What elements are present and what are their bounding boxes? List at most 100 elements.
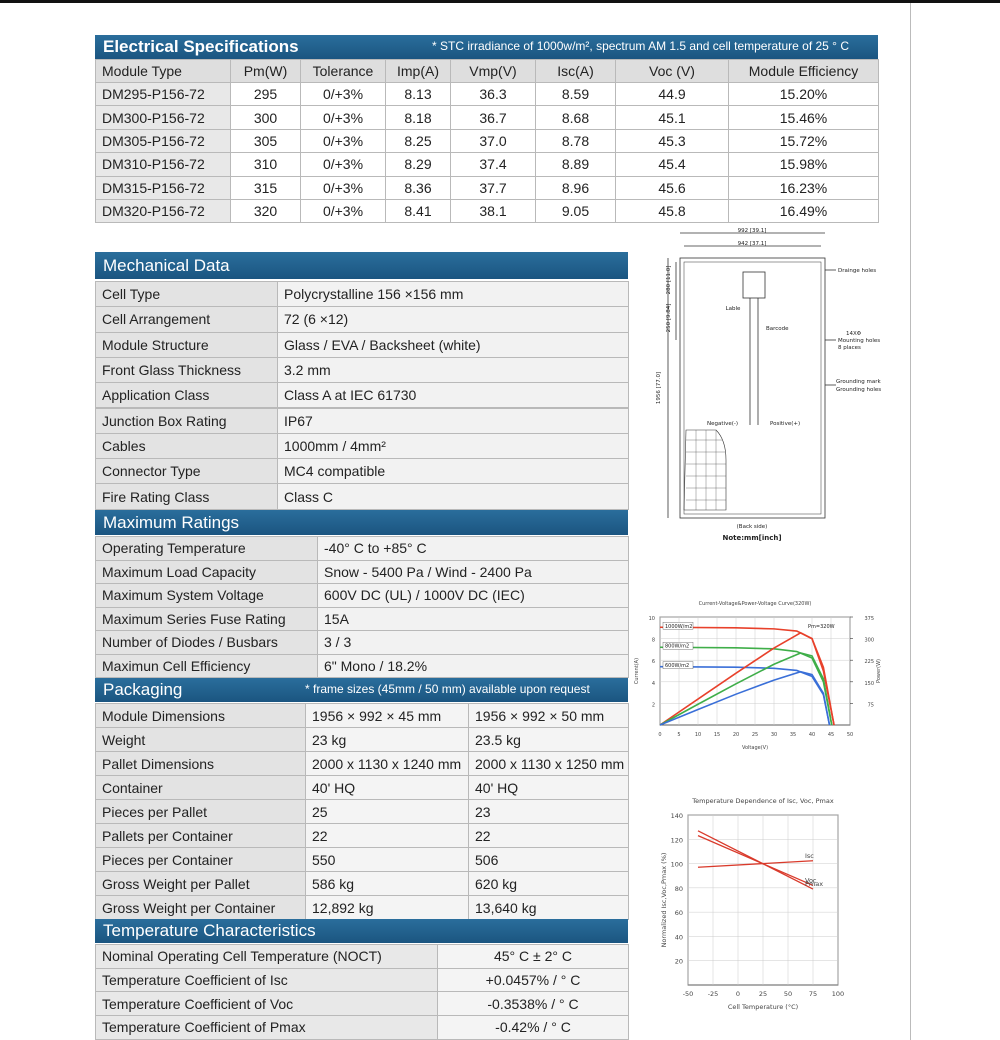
table-cell: Temperature Coefficient of Pmax bbox=[95, 1015, 438, 1040]
table-cell: 0/+3% bbox=[300, 82, 386, 107]
y2-tick-label: 225 bbox=[864, 659, 874, 665]
cell-grid bbox=[683, 429, 727, 511]
table-cell: 12,892 kg bbox=[305, 895, 469, 920]
module-outline bbox=[679, 257, 826, 519]
series-label: 800W/m2 bbox=[665, 644, 689, 650]
drawing-label: 8 places bbox=[838, 345, 861, 351]
table-cell: Pieces per Container bbox=[95, 847, 306, 872]
table-cell: Class C bbox=[277, 483, 629, 510]
series-line bbox=[659, 670, 831, 726]
x-axis-label: Voltage(V) bbox=[742, 745, 768, 751]
table-cell: 1000mm / 4mm² bbox=[277, 432, 629, 460]
table-cell: Pallet Dimensions bbox=[95, 751, 306, 776]
table-cell: 40' HQ bbox=[305, 775, 469, 800]
table-cell: 295 bbox=[230, 82, 301, 107]
table-cell: 36.3 bbox=[450, 82, 536, 107]
y2-axis-label: Power(W) bbox=[876, 659, 882, 683]
table-cell: MC4 compatible bbox=[277, 458, 629, 485]
column-header: Tolerance bbox=[300, 59, 386, 83]
table-cell: 620 kg bbox=[468, 871, 629, 896]
table-cell: Number of Diodes / Busbars bbox=[95, 630, 318, 655]
table-cell: 45.8 bbox=[615, 199, 729, 224]
table-cell: 315 bbox=[230, 175, 301, 200]
series-label-box bbox=[662, 661, 694, 669]
table-cell: DM315-P156-72 bbox=[95, 175, 231, 200]
table-cell: 3 / 3 bbox=[317, 630, 629, 655]
table-cell: 45° C ± 2° C bbox=[437, 944, 629, 969]
table-cell: 2000 x 1130 x 1250 mm bbox=[468, 751, 629, 776]
series-label: 600W/m2 bbox=[665, 663, 689, 669]
table-cell: Cell Type bbox=[95, 281, 278, 308]
table-cell: 8.29 bbox=[385, 152, 451, 177]
y2-tick-label: 150 bbox=[864, 681, 874, 687]
table-cell: DM305-P156-72 bbox=[95, 128, 231, 154]
x-tick-label: 20 bbox=[733, 732, 739, 738]
x-tick-label: 5 bbox=[677, 732, 680, 738]
series-label: Isc bbox=[805, 852, 814, 860]
table-cell: Temperature Coefficient of Voc bbox=[95, 991, 438, 1017]
series-line bbox=[697, 860, 814, 868]
table-cell: Class A at IEC 61730 bbox=[277, 382, 629, 409]
table-cell: DM320-P156-72 bbox=[95, 199, 231, 224]
table-cell: 37.7 bbox=[450, 175, 536, 200]
table-cell: Module Dimensions bbox=[95, 703, 306, 728]
table-cell: 15.98% bbox=[728, 152, 879, 177]
column-header: Module Type bbox=[95, 59, 231, 83]
y-tick-label: 2 bbox=[652, 702, 655, 708]
table-cell: Cables bbox=[95, 432, 278, 460]
x-tick-label: 100 bbox=[832, 990, 844, 998]
table-cell: 305 bbox=[230, 128, 301, 154]
table-cell: 37.4 bbox=[450, 152, 536, 177]
drawing-label: Note:mm[inch] bbox=[722, 534, 781, 542]
x-axis-label: Cell Temperature (°C) bbox=[728, 1003, 798, 1011]
table-cell: 15A bbox=[317, 606, 629, 631]
table-cell: Front Glass Thickness bbox=[95, 356, 278, 384]
x-tick-label: 45 bbox=[828, 732, 834, 738]
x-tick-label: -50 bbox=[683, 990, 694, 998]
table-cell: -0.3538% / ° C bbox=[437, 991, 629, 1017]
table-cell: 45.3 bbox=[615, 128, 729, 154]
module-drawing bbox=[667, 232, 836, 519]
table-cell: DM295-P156-72 bbox=[95, 82, 231, 107]
x-tick-label: 0 bbox=[736, 990, 740, 998]
table-cell: +0.0457% / ° C bbox=[437, 967, 629, 993]
table-cell: 16.23% bbox=[728, 175, 879, 200]
column-header: Vmp(V) bbox=[450, 59, 536, 83]
section-note: * STC irradiance of 1000w/m², spectrum A… bbox=[432, 39, 849, 53]
y2-tick-label: 75 bbox=[868, 702, 874, 708]
table-cell: Maximum Series Fuse Rating bbox=[95, 606, 318, 631]
table-cell: 23.5 kg bbox=[468, 727, 629, 752]
drawing-label: Lable bbox=[726, 306, 741, 312]
y-axis-label: Normalized Isc,Voc,Pmax (%) bbox=[660, 853, 668, 948]
table-cell: 0/+3% bbox=[300, 175, 386, 200]
table-cell: 8.36 bbox=[385, 175, 451, 200]
table-cell: 1956 × 992 × 50 mm bbox=[468, 703, 629, 728]
table-cell: 25 bbox=[305, 799, 469, 824]
table-cell: 9.05 bbox=[535, 199, 616, 224]
table-cell: 506 bbox=[468, 847, 629, 872]
chart-title: Temperature Dependence of Isc, Voc, Pmax bbox=[691, 797, 834, 805]
table-cell: 8.41 bbox=[385, 199, 451, 224]
column-header: Pm(W) bbox=[230, 59, 301, 83]
table-cell: 3.2 mm bbox=[277, 356, 629, 384]
x-tick-label: 10 bbox=[695, 732, 701, 738]
top-rule bbox=[0, 0, 1000, 3]
drawing-label: 250 [9.84] bbox=[666, 304, 672, 333]
drawing-label: 942 [37.1] bbox=[738, 241, 767, 247]
table-cell: 300 bbox=[230, 105, 301, 130]
table-cell: -40° C to +85° C bbox=[317, 536, 629, 561]
table-cell: Fire Rating Class bbox=[95, 483, 278, 510]
table-cell: 320 bbox=[230, 199, 301, 224]
table-cell: Nominal Operating Cell Temperature (NOCT… bbox=[95, 944, 438, 969]
table-cell: Connector Type bbox=[95, 458, 278, 485]
module-inner bbox=[683, 261, 822, 515]
table-cell: Junction Box Rating bbox=[95, 407, 278, 434]
table-cell: 0/+3% bbox=[300, 128, 386, 154]
table-cell: Application Class bbox=[95, 382, 278, 409]
cell-grid-lines bbox=[686, 430, 726, 510]
table-cell: 16.49% bbox=[728, 199, 879, 224]
table-cell: 6" Mono / 18.2% bbox=[317, 653, 629, 678]
y-tick-label: 40 bbox=[675, 933, 683, 941]
table-cell: 38.1 bbox=[450, 199, 536, 224]
